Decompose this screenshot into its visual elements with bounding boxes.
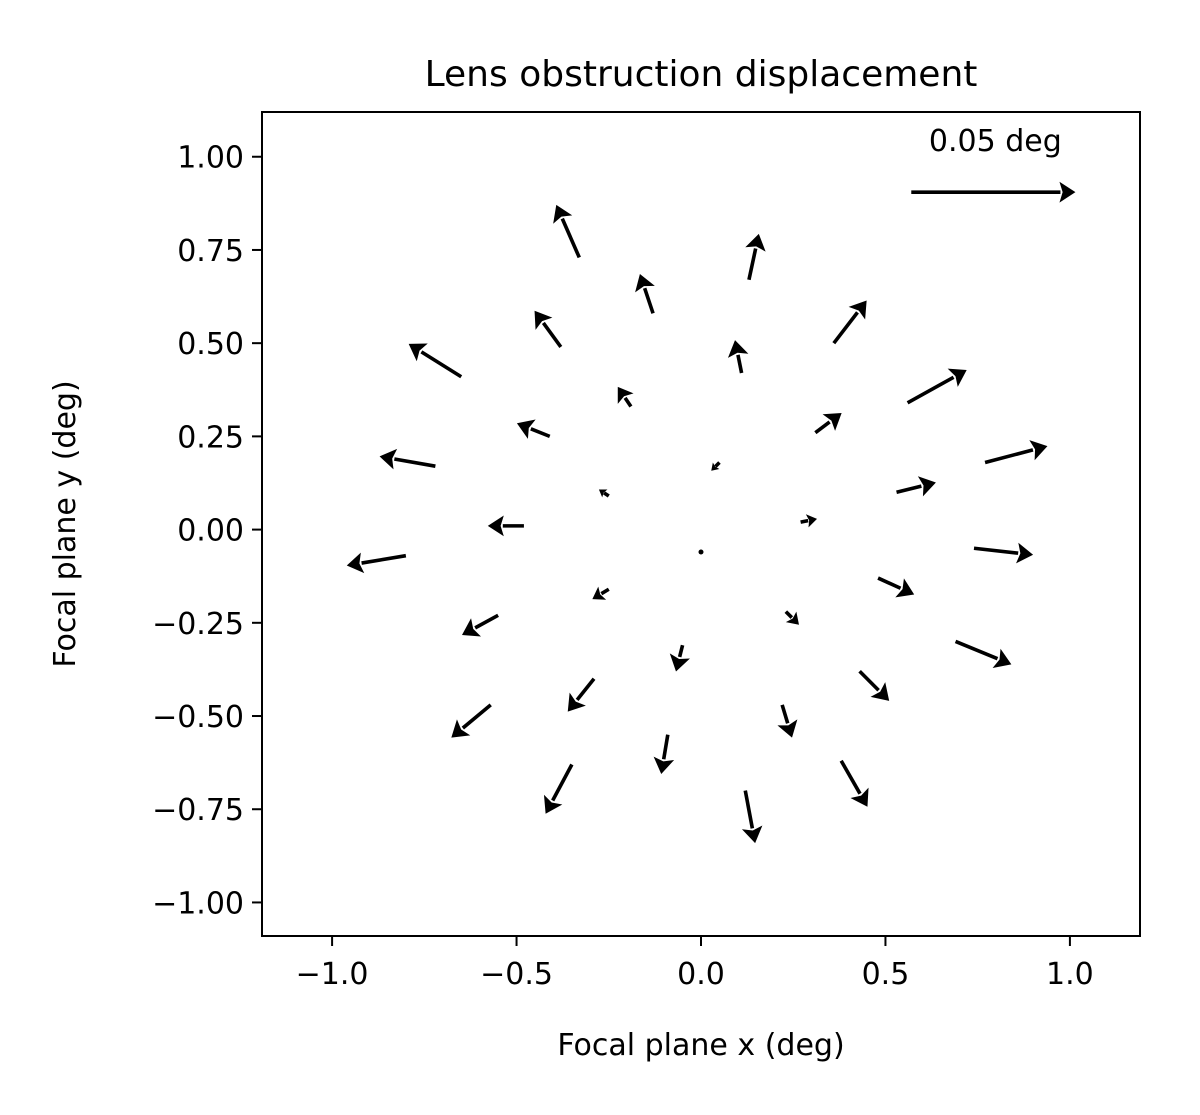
displacement-arrow xyxy=(973,542,1034,564)
y-tick-label: 0.00 xyxy=(177,514,244,549)
x-axis-label: Focal plane x (deg) xyxy=(557,1028,844,1063)
displacement-arrow xyxy=(954,639,1012,668)
displacement-arrow xyxy=(745,233,766,281)
displacement-arrow xyxy=(858,670,890,701)
x-axis-ticks: −1.0 −0.5 0.0 0.5 1.0 xyxy=(296,936,1094,992)
y-tick-label: −0.75 xyxy=(152,793,244,828)
y-tick-label: −0.50 xyxy=(152,700,244,735)
y-tick-label: −0.25 xyxy=(152,607,244,642)
displacement-arrow xyxy=(896,476,936,497)
displacement-arrow xyxy=(906,368,967,405)
displacement-arrow xyxy=(669,644,690,672)
x-tick-label: −0.5 xyxy=(480,957,553,992)
displacement-arrow xyxy=(784,610,799,625)
displacement-arrow xyxy=(598,489,610,498)
quiver-key-label: 0.05 deg xyxy=(929,124,1062,159)
displacement-arrow xyxy=(877,576,915,598)
x-tick-label: −1.0 xyxy=(296,957,369,992)
displacement-arrow xyxy=(653,734,675,775)
displacement-arrow xyxy=(727,340,749,374)
displacement-arrow xyxy=(635,273,655,314)
y-tick-label: 0.25 xyxy=(177,420,244,455)
chart-title: Lens obstruction displacement xyxy=(425,54,978,95)
x-tick-label: 0.5 xyxy=(862,957,910,992)
displacement-arrow xyxy=(984,440,1048,465)
displacement-arrow xyxy=(777,704,798,738)
displacement-arrow xyxy=(592,586,610,600)
y-axis-ticks: 1.00 0.75 0.50 0.25 0.00 −0.25 −0.50 −0.75 −1.00 xyxy=(152,141,262,921)
displacement-arrow xyxy=(741,790,763,844)
displacement-arrow xyxy=(346,552,407,574)
displacement-arrow xyxy=(832,300,867,345)
displacement-arrow xyxy=(487,515,524,537)
displacement-arrow xyxy=(617,386,634,408)
y-tick-label: −1.00 xyxy=(152,886,244,921)
displacement-arrow xyxy=(543,763,574,814)
displacement-arrow xyxy=(516,419,551,439)
x-tick-label: 0.0 xyxy=(677,957,725,992)
arrows-layer xyxy=(346,204,1048,844)
displacement-arrow xyxy=(711,461,721,471)
displacement-arrow xyxy=(800,514,818,528)
displacement-arrow xyxy=(839,759,869,807)
y-tick-label: 0.50 xyxy=(177,327,244,362)
x-tick-label: 1.0 xyxy=(1046,957,1094,992)
displacement-arrow xyxy=(451,703,492,738)
displacement-arrow xyxy=(553,204,581,259)
y-tick-label: 0.75 xyxy=(177,234,244,269)
displacement-arrow xyxy=(814,412,842,435)
displacement-arrow xyxy=(534,310,563,348)
displacement-arrow xyxy=(408,343,463,379)
quiver-key: 0.05 deg xyxy=(911,124,1076,203)
y-tick-label: 1.00 xyxy=(177,141,244,176)
displacement-arrow xyxy=(567,677,596,712)
y-axis-label: Focal plane y (deg) xyxy=(48,380,83,667)
plot-frame xyxy=(261,111,1141,937)
quiver-key-arrow xyxy=(911,181,1076,203)
displacement-arrow xyxy=(461,613,499,637)
displacement-arrow xyxy=(698,549,704,555)
displacement-arrow xyxy=(379,448,436,470)
